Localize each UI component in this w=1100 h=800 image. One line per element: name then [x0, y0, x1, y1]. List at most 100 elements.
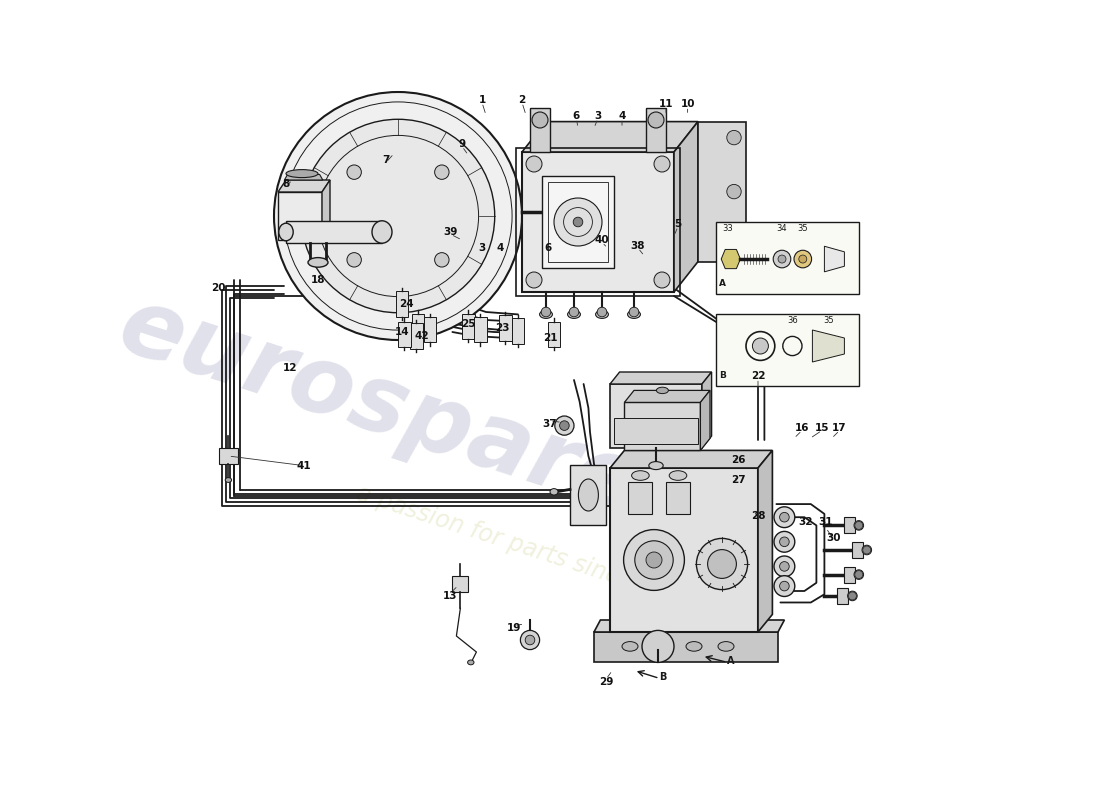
Polygon shape	[570, 466, 606, 526]
Ellipse shape	[854, 521, 864, 530]
Circle shape	[642, 630, 674, 662]
Text: 17: 17	[833, 423, 847, 433]
Polygon shape	[278, 180, 330, 192]
Text: 8: 8	[283, 179, 289, 189]
Text: 7: 7	[383, 155, 389, 165]
Ellipse shape	[286, 170, 318, 178]
Bar	[628, 482, 652, 514]
Polygon shape	[398, 322, 410, 347]
Text: 35: 35	[823, 316, 834, 326]
Text: 13: 13	[442, 591, 458, 601]
Circle shape	[696, 538, 748, 590]
Bar	[666, 482, 690, 514]
Polygon shape	[674, 122, 698, 292]
Text: 15: 15	[815, 423, 829, 433]
Bar	[549, 182, 607, 262]
Bar	[716, 314, 859, 386]
Circle shape	[727, 184, 741, 198]
Text: 9: 9	[459, 139, 465, 149]
Polygon shape	[322, 180, 330, 240]
Polygon shape	[452, 576, 469, 592]
Text: 21: 21	[542, 333, 558, 342]
Text: 12: 12	[283, 363, 297, 373]
Polygon shape	[851, 542, 862, 558]
Polygon shape	[410, 323, 422, 349]
Circle shape	[848, 592, 857, 600]
Polygon shape	[219, 448, 238, 464]
Polygon shape	[462, 314, 475, 339]
Polygon shape	[722, 250, 740, 269]
Text: 20: 20	[211, 283, 226, 293]
Text: a passion for parts since 1985: a passion for parts since 1985	[353, 482, 700, 614]
Text: 42: 42	[415, 331, 429, 341]
Polygon shape	[646, 108, 666, 152]
Text: B: B	[659, 672, 667, 682]
Circle shape	[552, 202, 572, 222]
Polygon shape	[813, 330, 845, 362]
Circle shape	[541, 307, 551, 317]
Circle shape	[274, 92, 522, 340]
Text: 27: 27	[730, 475, 746, 485]
Text: 25: 25	[461, 319, 475, 329]
Polygon shape	[411, 314, 425, 339]
Ellipse shape	[568, 310, 581, 318]
Circle shape	[301, 119, 495, 313]
Bar	[625, 402, 701, 450]
Polygon shape	[286, 221, 382, 243]
Text: 6: 6	[573, 111, 580, 121]
Polygon shape	[837, 588, 848, 604]
Circle shape	[560, 421, 569, 430]
Polygon shape	[512, 318, 525, 344]
Text: 41: 41	[296, 461, 311, 470]
Ellipse shape	[372, 221, 392, 243]
Circle shape	[727, 130, 741, 145]
Bar	[542, 176, 614, 268]
Text: eurospares: eurospares	[108, 280, 704, 552]
Polygon shape	[424, 317, 437, 342]
Ellipse shape	[540, 310, 552, 318]
Circle shape	[520, 630, 540, 650]
Text: A: A	[718, 278, 726, 288]
Circle shape	[774, 556, 795, 577]
Circle shape	[635, 541, 673, 579]
Text: 36: 36	[786, 316, 798, 326]
Circle shape	[855, 570, 862, 578]
Circle shape	[646, 552, 662, 568]
Text: 39: 39	[443, 227, 458, 237]
Polygon shape	[278, 192, 322, 240]
Circle shape	[780, 562, 789, 571]
Text: 33: 33	[723, 224, 733, 234]
Circle shape	[597, 307, 607, 317]
Ellipse shape	[595, 310, 608, 318]
Ellipse shape	[278, 223, 294, 241]
Circle shape	[780, 512, 789, 522]
Circle shape	[526, 272, 542, 288]
Polygon shape	[701, 390, 710, 450]
Circle shape	[752, 338, 769, 354]
Text: 11: 11	[659, 99, 673, 109]
Circle shape	[346, 165, 362, 179]
Circle shape	[526, 156, 542, 172]
Text: 29: 29	[598, 677, 613, 686]
Circle shape	[629, 307, 639, 317]
Polygon shape	[844, 566, 855, 582]
Circle shape	[727, 238, 741, 253]
Polygon shape	[396, 291, 408, 317]
Circle shape	[773, 250, 791, 268]
Polygon shape	[625, 390, 710, 402]
Text: 28: 28	[750, 511, 766, 521]
Bar	[610, 384, 702, 448]
Polygon shape	[522, 152, 674, 292]
Text: 32: 32	[799, 517, 813, 526]
Polygon shape	[844, 518, 855, 534]
Polygon shape	[702, 372, 712, 448]
Circle shape	[778, 255, 786, 263]
Polygon shape	[530, 108, 550, 152]
Text: 35: 35	[798, 224, 808, 234]
Text: 26: 26	[730, 455, 746, 465]
Ellipse shape	[854, 570, 864, 579]
Text: A: A	[727, 656, 735, 666]
Ellipse shape	[669, 470, 686, 480]
Circle shape	[780, 537, 789, 546]
Ellipse shape	[226, 478, 232, 482]
